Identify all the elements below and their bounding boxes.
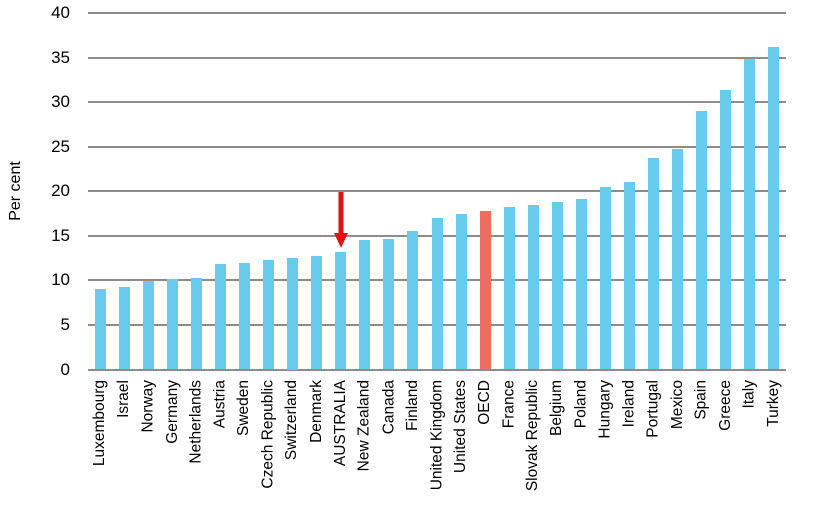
x-tick-label-spain: Spain xyxy=(692,380,710,420)
bar-luxembourg xyxy=(94,289,106,370)
bar-poland xyxy=(575,199,587,370)
y-tick-label: 30 xyxy=(51,92,70,112)
x-tick-label-switzerland: Switzerland xyxy=(283,380,301,461)
bar-united-kingdom xyxy=(431,218,443,370)
bar-israel xyxy=(118,286,130,370)
bar-canada xyxy=(383,239,395,370)
bar-austria xyxy=(214,263,226,370)
x-tick-label-united-kingdom: United Kingdom xyxy=(428,380,445,491)
gridline xyxy=(88,190,786,193)
bar-czech-republic xyxy=(263,259,275,370)
x-tick-label-denmark: Denmark xyxy=(307,380,325,443)
x-tick-label-france: France xyxy=(500,380,518,429)
bar-turkey xyxy=(768,47,780,370)
x-tick-label-slovak-republic: Slovak Republic xyxy=(524,380,542,492)
x-tick-label-greece: Greece xyxy=(716,380,734,431)
gridline xyxy=(88,56,786,59)
bar-switzerland xyxy=(287,258,299,370)
y-axis-title: Per cent xyxy=(7,161,24,221)
x-tick-label-norway: Norway xyxy=(139,380,157,433)
bar-ireland xyxy=(624,182,636,370)
y-tick-label: 0 xyxy=(60,359,70,379)
x-tick-label-australia: AUSTRALIA xyxy=(331,380,349,467)
x-tick-label-finland: Finland xyxy=(403,380,421,431)
bar-united-states xyxy=(455,213,467,370)
y-tick-label: 5 xyxy=(60,314,70,334)
x-tick-label-italy: Italy xyxy=(740,380,758,409)
down-arrow-annotation-icon xyxy=(333,192,348,248)
bar-netherlands xyxy=(190,277,202,370)
x-tick-label-united-states: United States xyxy=(452,380,470,474)
x-tick-label-turkey: Turkey xyxy=(764,380,782,427)
y-tick-label: 40 xyxy=(51,3,70,23)
bar-greece xyxy=(720,89,732,370)
bar-oecd xyxy=(479,210,491,370)
bar-finland xyxy=(407,230,419,370)
x-tick-label-mexico: Mexico xyxy=(668,380,686,430)
bar-mexico xyxy=(672,148,684,370)
y-tick-label: 35 xyxy=(51,47,70,67)
bar-sweden xyxy=(238,262,250,370)
x-tick-label-portugal: Portugal xyxy=(644,380,662,438)
bar-norway xyxy=(142,281,154,370)
bar-hungary xyxy=(599,186,611,370)
x-tick-label-israel: Israel xyxy=(115,380,133,418)
x-tick-label-belgium: Belgium xyxy=(548,380,566,436)
bar-belgium xyxy=(551,202,563,370)
x-tick-label-sweden: Sweden xyxy=(235,380,253,437)
y-tick-label: 10 xyxy=(51,270,70,290)
bar-germany xyxy=(166,278,178,370)
x-tick-label-new-zealand: New Zealand xyxy=(355,380,373,472)
x-tick-label-canada: Canada xyxy=(379,380,397,435)
x-tick-label-austria: Austria xyxy=(211,380,229,429)
y-tick-label: 25 xyxy=(51,136,70,156)
x-tick-label-hungary: Hungary xyxy=(596,380,614,439)
bar-denmark xyxy=(311,256,323,370)
x-tick-label-oecd: OECD xyxy=(476,380,494,425)
gridline xyxy=(88,145,786,148)
bar-portugal xyxy=(648,158,660,370)
bar-slovak-republic xyxy=(527,204,539,370)
x-axis-line xyxy=(88,368,786,371)
y-tick-label: 20 xyxy=(51,181,70,201)
bar-australia xyxy=(335,251,347,370)
x-tick-label-germany: Germany xyxy=(163,380,181,444)
gridline xyxy=(88,12,786,15)
gridline xyxy=(88,101,786,104)
x-tick-label-poland: Poland xyxy=(572,380,590,429)
bar-spain xyxy=(696,111,708,370)
bar-italy xyxy=(744,58,756,370)
x-tick-label-netherlands: Netherlands xyxy=(187,380,205,464)
x-tick-label-ireland: Ireland xyxy=(620,380,638,428)
bar-france xyxy=(503,206,515,370)
x-tick-label-czech-republic: Czech Republic xyxy=(259,380,277,489)
x-tick-label-luxembourg: Luxembourg xyxy=(91,380,109,467)
bar-new-zealand xyxy=(359,240,371,370)
y-tick-label: 15 xyxy=(51,225,70,245)
